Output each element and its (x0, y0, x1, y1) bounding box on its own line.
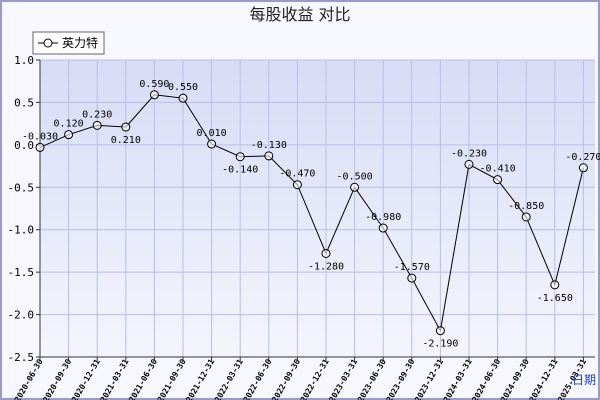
x-tick-label: 2020-09-30 (41, 357, 73, 400)
x-tick-label: 2022-09-30 (270, 357, 302, 400)
x-tick-label: 2024-03-31 (442, 357, 474, 400)
data-label: -0.500 (337, 171, 373, 182)
data-point (464, 159, 474, 169)
data-label: -0.850 (508, 201, 544, 212)
data-label: -1.650 (537, 293, 573, 304)
data-label: -0.230 (451, 148, 487, 159)
y-tick-label: -2.5 (8, 351, 35, 364)
series-line (39, 94, 584, 333)
x-tick-label: 2023-12-31 (413, 357, 445, 400)
data-point (292, 180, 302, 190)
data-label: -0.030 (22, 131, 58, 142)
x-tick-label: 2022-06-30 (242, 357, 274, 400)
y-tick-label: -1.5 (8, 266, 35, 279)
data-label: -0.410 (480, 164, 516, 175)
x-tick-label: 2021-03-31 (99, 357, 131, 400)
data-label: -0.140 (222, 165, 258, 176)
data-label: -0.130 (251, 140, 287, 151)
x-tick-label: 2022-12-31 (299, 357, 331, 400)
data-point (235, 152, 245, 162)
data-label: -2.190 (422, 339, 458, 350)
data-point (64, 130, 74, 140)
x-tick-label: 2023-06-30 (356, 357, 388, 400)
data-label: 0.550 (168, 82, 198, 93)
x-tick-label: 2023-03-31 (327, 357, 359, 400)
data-point (92, 120, 102, 130)
data-label: 0.230 (82, 109, 112, 120)
x-tick-label: 2023-09-30 (385, 357, 417, 400)
data-label: 0.010 (197, 128, 227, 139)
y-axis-ticks: 1.0 0.5 0.0 -0.5 -1.0 -1.5 -2.0 -2.5 (8, 54, 40, 364)
data-point (121, 122, 131, 132)
data-point (550, 280, 560, 290)
x-axis-ticks: 2020-06-302020-09-302020-12-312021-03-31… (13, 357, 588, 400)
data-label: 0.210 (111, 135, 141, 146)
y-tick-label: 1.0 (14, 54, 34, 67)
data-point (350, 182, 360, 192)
data-label: 0.590 (139, 79, 169, 90)
legend-box (32, 31, 105, 55)
plot-area (40, 60, 595, 357)
data-point (435, 326, 445, 336)
data-point (493, 175, 503, 185)
data-point (35, 142, 45, 152)
data-point (521, 212, 531, 222)
data-point (178, 93, 188, 103)
data-point (378, 223, 388, 233)
x-axis-label: 日期 (572, 373, 596, 387)
x-tick-label: 2020-12-31 (70, 357, 102, 400)
data-point (578, 163, 588, 173)
y-tick-label: -2.0 (8, 309, 35, 322)
x-tick-label: 2024-09-30 (499, 357, 531, 400)
series-eps (35, 90, 588, 336)
data-point (149, 90, 159, 100)
x-tick-label: 2024-12-31 (528, 357, 560, 400)
data-point (407, 273, 417, 283)
x-tick-label: 2024-06-30 (470, 357, 502, 400)
grid (39, 59, 595, 358)
data-label: -0.980 (365, 212, 401, 223)
data-point (207, 139, 217, 149)
data-label: 0.120 (54, 119, 84, 130)
x-tick-label: 2021-09-30 (156, 357, 188, 400)
legend-marker-icon (43, 38, 53, 48)
data-point (264, 151, 274, 161)
data-label: -1.280 (308, 261, 344, 272)
x-tick-label: 2021-12-31 (184, 357, 216, 400)
legend-entry: 英力特 (62, 35, 98, 50)
legend: 英力特 (32, 31, 105, 55)
chart-title: 每股收益 对比 (249, 5, 350, 24)
y-tick-label: 0.5 (14, 96, 34, 109)
y-tick-label: -1.0 (8, 224, 35, 237)
data-label: -0.470 (279, 169, 315, 180)
x-tick-label: 2021-06-30 (127, 357, 159, 400)
y-tick-label: 0.0 (14, 139, 34, 152)
y-tick-label: -0.5 (8, 181, 35, 194)
data-label: -1.570 (394, 262, 430, 273)
data-point (321, 248, 331, 258)
data-label: -0.270 (565, 152, 600, 163)
axes (39, 60, 595, 358)
x-tick-label: 2022-03-31 (213, 357, 245, 400)
